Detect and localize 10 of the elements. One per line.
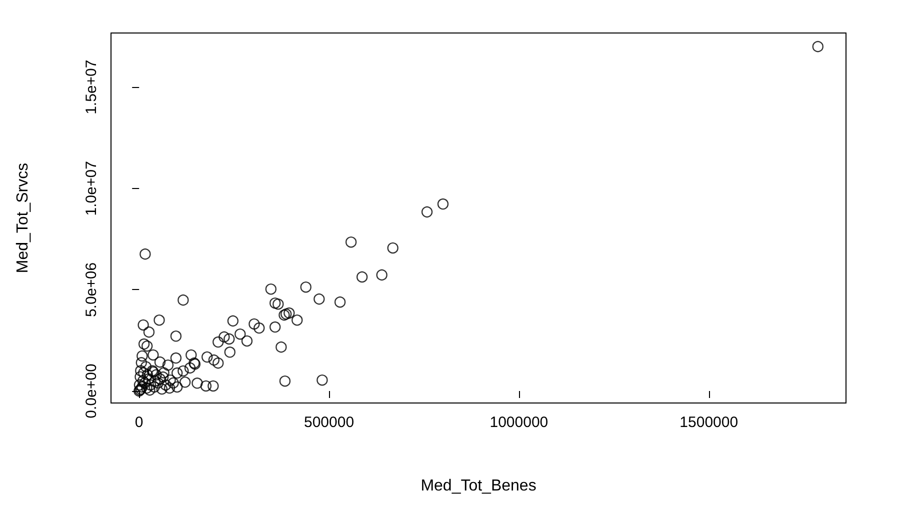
y-axis-title: Med_Tot_Srvcs <box>14 162 32 274</box>
x-tick-label: 0 <box>134 414 144 431</box>
x-tick-label: 1500000 <box>680 414 738 431</box>
y-tick-label: 0.0e+00 <box>83 364 100 418</box>
x-tick-label: 500000 <box>304 414 354 431</box>
x-tick-label: 1000000 <box>490 414 548 431</box>
y-tick-label: 1.0e+07 <box>83 161 100 216</box>
y-tick-label: 1.5e+07 <box>83 60 100 114</box>
y-tick-label: 5.0e+06 <box>83 262 100 318</box>
x-axis-title: Med_Tot_Benes <box>420 478 536 494</box>
